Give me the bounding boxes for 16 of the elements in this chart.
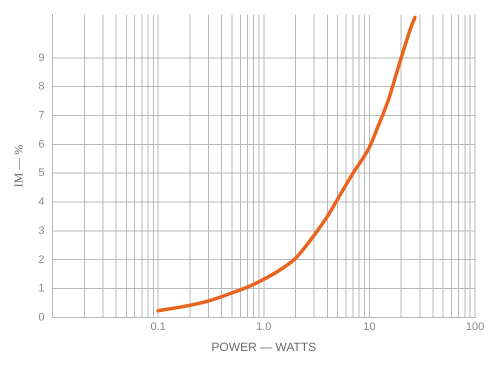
y-axis-title: IM — % <box>11 144 26 188</box>
x-tick-label: 1.0 <box>256 321 272 334</box>
y-tick-label: 6 <box>38 138 45 150</box>
x-tick-label: 10 <box>363 321 376 334</box>
x-axis-title: POWER — WATTS <box>211 340 316 354</box>
y-tick-label: 5 <box>38 167 45 180</box>
y-tick-label: 7 <box>38 110 45 122</box>
x-tick-label: 0.1 <box>150 321 166 334</box>
y-tick-label: 2 <box>38 254 45 266</box>
y-tick-label: 8 <box>38 80 45 93</box>
y-tick-label: 3 <box>38 224 45 237</box>
y-tick-label: 9 <box>38 52 45 64</box>
x-tick-label: 100 <box>466 321 484 334</box>
y-tick-label: 4 <box>38 196 45 208</box>
y-tick-label: 1 <box>38 282 45 295</box>
y-tick-label: 0 <box>38 311 45 324</box>
